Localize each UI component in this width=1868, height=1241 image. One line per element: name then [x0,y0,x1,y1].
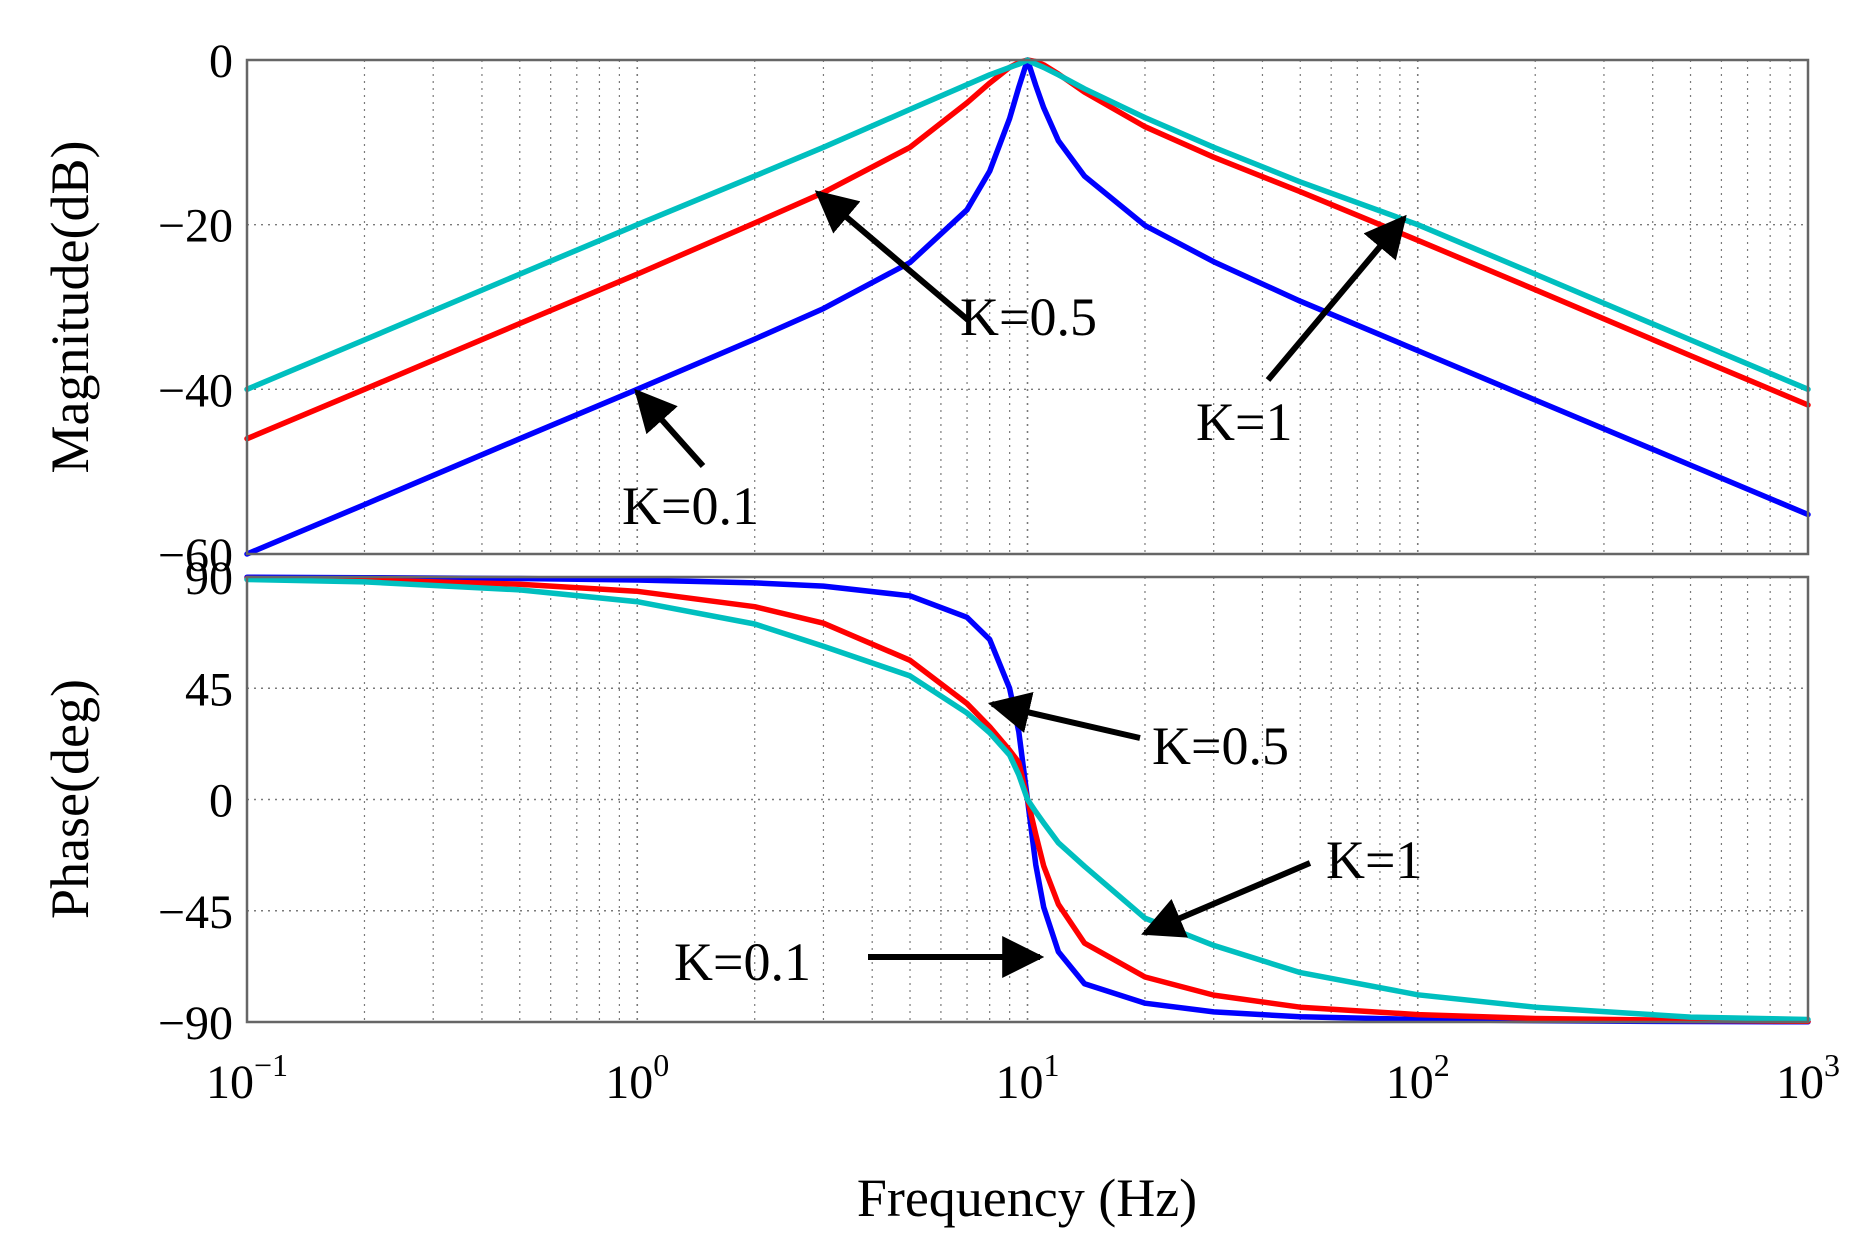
magnitude-y-tick-label: −20 [158,200,233,253]
magnitude-y-axis-label: Magnitude(dB) [40,141,100,474]
phase-k1-arrow [1141,860,1312,938]
phase-series-group [244,574,1811,1025]
phase-y-tick-label: 0 [209,775,233,828]
phase-y-tick-label: −90 [158,997,233,1050]
magnitude-annotation-k1: K=1 [1196,214,1407,452]
x-tick-label: 100 [605,1047,669,1109]
magnitude-y-tick-labels: 0 −20 −40 −60 [158,35,233,582]
x-tick-label: 10−1 [206,1047,288,1109]
x-tick-label: 103 [1776,1047,1840,1109]
magnitude-panel: 0 −20 −40 −60 Magnitude(dB) K=0.5 K=1 K=0.1 [40,35,1811,582]
magnitude-k1-label: K=1 [1196,392,1292,452]
phase-axes-frame [245,575,1810,1024]
magnitude-axes-frame [245,58,1810,556]
magnitude-k05-label: K=0.5 [960,287,1097,347]
phase-y-tick-labels: 90 45 0 −45 −90 [158,552,233,1050]
phase-k05-arrow [987,691,1141,741]
x-tick-labels: 10−1 100 101 102 103 [206,1047,1840,1109]
phase-k01-label: K=0.1 [674,932,811,992]
magnitude-annotation-k05: K=0.5 [814,190,1097,347]
phase-annotation-k01: K=0.1 [674,932,1045,992]
x-tick-label: 102 [1386,1047,1450,1109]
phase-k1-label: K=1 [1326,830,1422,890]
magnitude-y-tick-label: −60 [158,529,233,582]
phase-y-tick-label: 45 [185,663,233,716]
phase-k05-label: K=0.5 [1152,716,1289,776]
phase-y-axis-label: Phase(deg) [40,679,100,919]
phase-y-tick-label: 90 [185,552,233,605]
magnitude-k05-arrow [814,190,970,323]
x-tick-label: 101 [996,1047,1060,1109]
phase-y-tick-label: −45 [158,886,233,939]
magnitude-k01-arrow [634,388,706,468]
phase-annotation-k1: K=1 [1141,830,1422,938]
magnitude-y-tick-label: 0 [209,35,233,88]
magnitude-y-tick-label: −40 [158,364,233,417]
phase-annotation-k05: K=0.5 [987,691,1289,776]
phase-series-2-line [244,576,1811,1023]
magnitude-k01-label: K=0.1 [622,476,759,536]
magnitude-k1-arrow [1265,214,1407,382]
magnitude-annotation-k01: K=0.1 [622,388,759,536]
x-axis-label: Frequency (Hz) [857,1168,1197,1228]
